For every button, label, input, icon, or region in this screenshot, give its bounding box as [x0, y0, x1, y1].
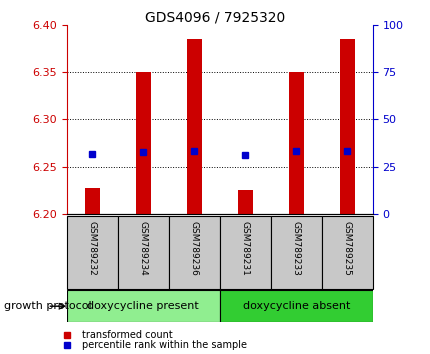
Text: GSM789232: GSM789232: [88, 221, 97, 276]
FancyBboxPatch shape: [117, 216, 169, 289]
Text: GDS4096 / 7925320: GDS4096 / 7925320: [145, 11, 285, 25]
Text: doxycycline present: doxycycline present: [87, 301, 199, 311]
FancyBboxPatch shape: [67, 290, 219, 322]
Bar: [339, 39, 354, 214]
Text: transformed count: transformed count: [82, 330, 172, 339]
FancyBboxPatch shape: [270, 216, 321, 289]
FancyBboxPatch shape: [169, 216, 219, 289]
Text: GSM789231: GSM789231: [240, 221, 249, 276]
Bar: [84, 188, 100, 214]
Bar: [135, 72, 150, 214]
Text: GSM789234: GSM789234: [138, 221, 147, 276]
Bar: [186, 39, 202, 214]
Text: percentile rank within the sample: percentile rank within the sample: [82, 340, 246, 350]
Text: GSM789236: GSM789236: [189, 221, 198, 276]
Text: GSM789235: GSM789235: [342, 221, 351, 276]
Text: growth protocol: growth protocol: [4, 301, 92, 311]
FancyBboxPatch shape: [219, 216, 270, 289]
Text: GSM789233: GSM789233: [291, 221, 300, 276]
Bar: [288, 72, 303, 214]
FancyBboxPatch shape: [67, 216, 117, 289]
FancyBboxPatch shape: [219, 290, 372, 322]
Text: doxycycline absent: doxycycline absent: [242, 301, 349, 311]
FancyBboxPatch shape: [321, 216, 372, 289]
Bar: [237, 189, 252, 214]
